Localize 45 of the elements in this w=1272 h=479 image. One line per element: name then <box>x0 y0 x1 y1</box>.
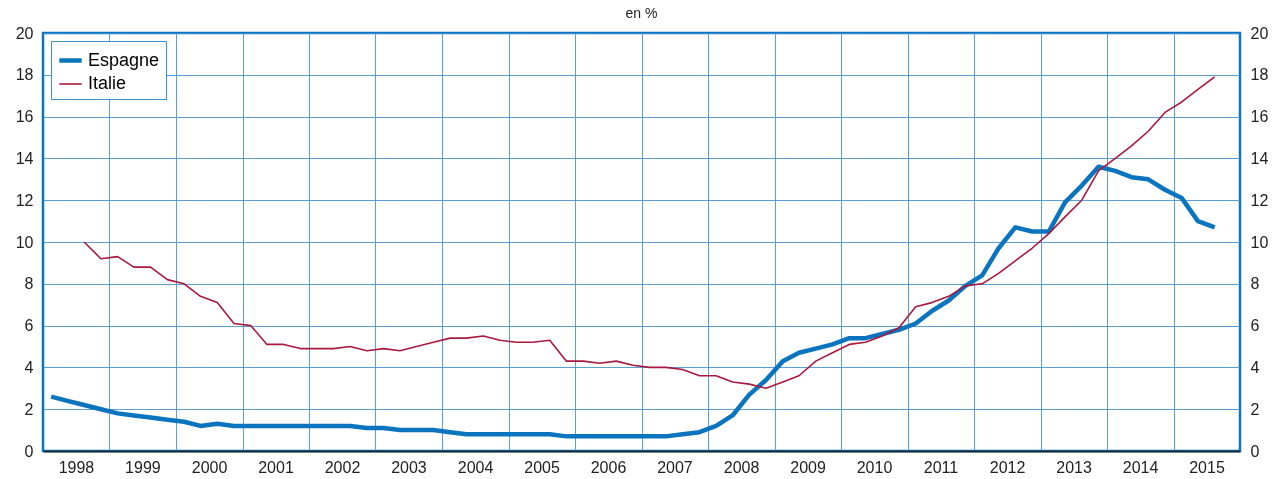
x-tick-label: 2004 <box>457 458 494 476</box>
y-tick-label: 10 <box>15 233 34 251</box>
y-tick-label: 12 <box>15 191 34 209</box>
y2-tick-label: 0 <box>1250 442 1260 460</box>
y2-tick-label: 6 <box>1250 317 1260 335</box>
x-tick-label: 2015 <box>1189 458 1225 476</box>
x-tick-label: 2008 <box>723 458 760 476</box>
x-tick-label: 2006 <box>590 458 627 476</box>
x-tick-label: 2009 <box>790 458 826 476</box>
y2-tick-label: 2 <box>1250 400 1260 418</box>
y2-tick-label: 18 <box>1250 66 1269 84</box>
chart-title: en % <box>625 5 658 21</box>
legend-label: Italie <box>88 73 127 93</box>
x-tick-label: 2001 <box>258 458 294 476</box>
y-tick-label: 6 <box>24 317 34 335</box>
line-series <box>48 164 1217 439</box>
y-tick-label: 8 <box>24 275 34 293</box>
y-tick-label: 2 <box>24 400 34 418</box>
y-tick-label: 16 <box>15 108 34 126</box>
x-tick-label: 2000 <box>191 458 228 476</box>
x-tick-label: 2012 <box>989 458 1026 476</box>
y2-tick-label: 8 <box>1250 275 1260 293</box>
y2-tick-label: 4 <box>1250 358 1260 376</box>
x-tick-label: 2007 <box>657 458 693 476</box>
line-series <box>83 76 1216 390</box>
y-tick-label: 0 <box>24 442 34 460</box>
x-tick-label: 2003 <box>391 458 427 476</box>
legend-label: Espagne <box>88 49 160 70</box>
x-tick-label: 2010 <box>856 458 893 476</box>
x-tick-label: 1999 <box>125 458 161 476</box>
y-tick-label: 18 <box>15 66 34 84</box>
x-tick-label: 2013 <box>1056 458 1092 476</box>
y2-tick-label: 10 <box>1250 233 1269 251</box>
y-tick-label: 20 <box>15 24 34 42</box>
y2-tick-label: 14 <box>1250 149 1269 167</box>
y2-tick-label: 16 <box>1250 108 1269 126</box>
x-tick-label: 2005 <box>524 458 560 476</box>
x-tick-label: 2011 <box>923 458 959 476</box>
x-tick-label: 2014 <box>1122 458 1159 476</box>
y2-tick-label: 12 <box>1250 191 1269 209</box>
y-tick-label: 14 <box>15 149 34 167</box>
y-tick-label: 4 <box>24 358 34 376</box>
x-tick-label: 1998 <box>58 458 95 476</box>
x-tick-label: 2002 <box>324 458 361 476</box>
y2-tick-label: 20 <box>1250 24 1269 42</box>
